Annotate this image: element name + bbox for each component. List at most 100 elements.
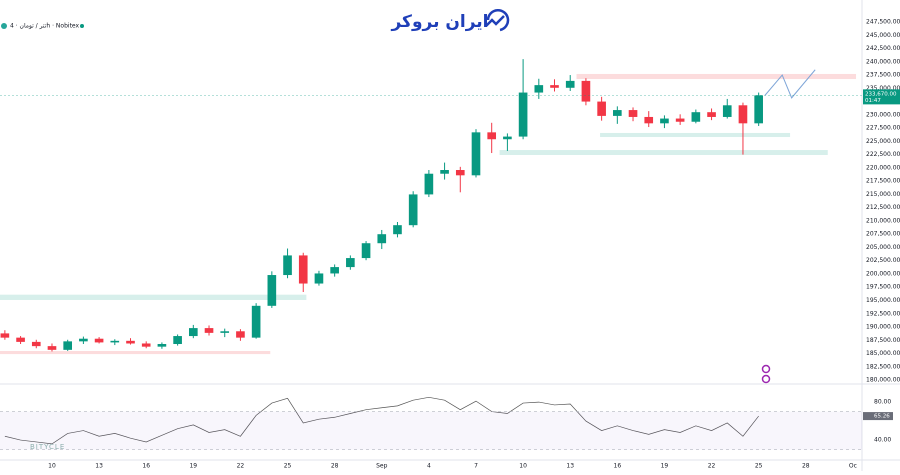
candle-body <box>597 101 606 116</box>
x-tick-label: 13 <box>95 463 103 470</box>
zone <box>0 351 271 355</box>
y-tick-label: 210,000.00 <box>866 217 900 224</box>
candle-body <box>16 337 25 342</box>
candle-body <box>110 340 120 343</box>
zone <box>0 294 307 300</box>
logo-box <box>372 0 522 43</box>
y-tick-label: 182,500.00 <box>866 363 900 370</box>
x-tick-label: 10 <box>519 463 527 470</box>
y-tick-label: 212,500.00 <box>866 204 900 211</box>
symbol-title: تتر / تومان · 4h · Nobitex <box>10 23 80 30</box>
zone <box>600 132 791 138</box>
x-tick-label: 28 <box>802 463 810 470</box>
candle-body <box>141 343 151 347</box>
y-tick-label: 192,500.00 <box>866 310 900 317</box>
x-tick-label: 10 <box>48 463 56 470</box>
rsi-tick-label: 40.00 <box>874 437 891 444</box>
candle-body <box>236 331 245 338</box>
y-tick-label: 205,000.00 <box>866 244 900 251</box>
rsi-last-label: 65.26 <box>874 414 890 420</box>
y-tick-label: 180,000.00 <box>866 377 900 384</box>
candle-body <box>518 92 528 137</box>
x-tick-label: 16 <box>142 463 150 470</box>
candle-body <box>660 118 669 124</box>
x-tick-label: 4 <box>427 463 431 470</box>
y-tick-label: 242,500.00 <box>866 45 900 52</box>
x-tick-label: 19 <box>189 463 197 470</box>
x-tick-label: 22 <box>708 463 716 470</box>
y-tick-label: 185,000.00 <box>866 350 900 357</box>
x-tick-label: 25 <box>284 463 292 470</box>
zone <box>499 150 828 155</box>
last-price-tag <box>863 89 900 105</box>
event-icon[interactable] <box>761 364 771 374</box>
y-tick-label: 237,500.00 <box>866 72 900 79</box>
y-tick-label: 222,500.00 <box>866 151 900 158</box>
projection-line <box>764 69 816 99</box>
y-tick-label: 247,500.00 <box>866 19 900 26</box>
candle-body <box>31 341 41 347</box>
candle-body <box>94 338 104 343</box>
candle-body <box>126 340 135 344</box>
x-tick-label: 13 <box>566 463 574 470</box>
candle-body <box>173 336 182 345</box>
y-tick-label: 195,000.00 <box>866 297 900 304</box>
symbol-icon <box>1 23 7 29</box>
candle-body <box>455 170 465 176</box>
y-tick-label: 240,000.00 <box>866 58 900 65</box>
last-price-label: 233,670.00 <box>865 91 897 97</box>
candle-body <box>550 85 559 88</box>
candle-body <box>707 112 716 117</box>
event-icon[interactable] <box>761 374 771 384</box>
candle-body <box>393 225 402 235</box>
candle-body <box>691 112 701 122</box>
candle-body <box>220 331 230 333</box>
candle-body <box>487 132 497 140</box>
candle-body <box>47 346 57 350</box>
rsi-tick-label: 80.00 <box>874 399 891 406</box>
x-tick-label: 22 <box>237 463 245 470</box>
rsi-line <box>4 396 759 445</box>
candle-body <box>314 273 324 284</box>
x-tick-label: 7 <box>474 463 478 470</box>
candle-body <box>298 255 308 284</box>
x-tick-label: 28 <box>331 463 339 470</box>
candle-body <box>283 255 292 276</box>
candle-body <box>581 80 591 102</box>
candle-body <box>204 328 214 333</box>
zone <box>576 73 857 80</box>
watermark: BITYCLE <box>30 443 65 451</box>
x-tick-label: 19 <box>661 463 669 470</box>
candle-body <box>628 110 638 117</box>
y-tick-label: 215,000.00 <box>866 191 900 198</box>
y-tick-label: 200,000.00 <box>866 270 900 277</box>
y-tick-label: 217,500.00 <box>866 178 900 185</box>
x-tick-label: 25 <box>755 463 763 470</box>
countdown: 01:47 <box>865 98 881 104</box>
y-tick-label: 207,500.00 <box>866 231 900 238</box>
candle-body <box>754 95 763 124</box>
y-tick-label: 227,500.00 <box>866 125 900 132</box>
candle-body <box>346 258 355 268</box>
candle-body <box>738 105 748 124</box>
candle-body <box>503 136 512 140</box>
y-tick-label: 220,000.00 <box>866 164 900 171</box>
y-tick-label: 202,500.00 <box>866 257 900 264</box>
candle-body <box>722 105 732 117</box>
x-tick-label: Oc <box>849 463 857 470</box>
candle-body <box>424 173 434 195</box>
logo-text: ایران بروکر <box>390 12 488 32</box>
candle-body <box>330 267 339 274</box>
x-tick-label: Sep <box>376 463 388 470</box>
price-axis-bg <box>862 0 900 471</box>
rsi-last-tag <box>863 412 893 421</box>
candle-body <box>675 118 685 122</box>
candle-body <box>565 80 575 88</box>
y-tick-label: 187,500.00 <box>866 337 900 344</box>
candle-body <box>644 116 654 124</box>
candle-body <box>361 243 371 259</box>
x-tick-label: 16 <box>614 463 622 470</box>
y-tick-label: 230,000.00 <box>866 111 900 118</box>
y-tick-label: 197,500.00 <box>866 284 900 291</box>
